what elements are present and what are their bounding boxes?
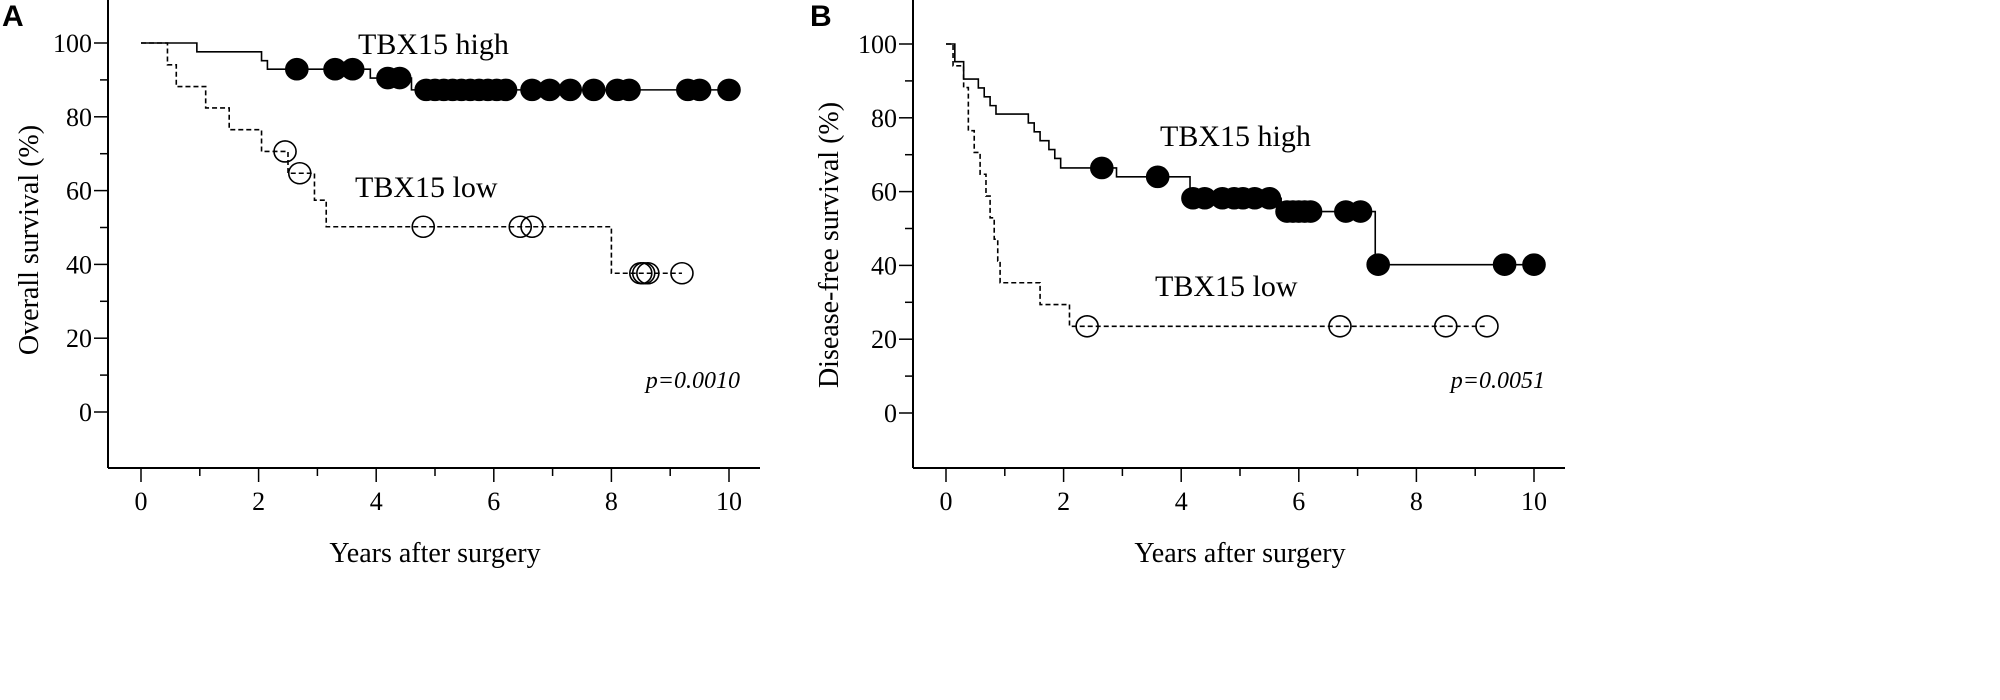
survival-curve-low-a: [141, 42, 682, 275]
censor-marker-low-b: [1434, 314, 1458, 338]
y-tick-label-a: 60: [66, 177, 92, 206]
x-tick-label-b: 10: [1521, 487, 1547, 516]
label-tbx15-high-a: TBX15 high: [358, 28, 509, 61]
p-value-b: p=0.0051: [1449, 368, 1545, 394]
censor-marker-high-a: [387, 66, 412, 90]
x-tick-label-b: 2: [1057, 487, 1070, 516]
censor-marker-high-a: [285, 57, 309, 81]
y-tick-label-b: 0: [884, 399, 897, 428]
censor-marker-high-b: [1348, 200, 1373, 223]
censor-marker-low-a: [508, 215, 533, 239]
x-tick-label-b: 8: [1410, 487, 1423, 516]
y-tick-label-b: 60: [871, 178, 897, 207]
y-axis-label-b: Disease-free survival (%): [814, 102, 845, 388]
y-tick-label-a: 40: [66, 250, 92, 279]
y-tick-label-b: 100: [858, 30, 897, 59]
x-tick-label-a: 4: [370, 487, 383, 516]
censor-marker-high-b: [1145, 165, 1170, 189]
censor-marker-low-a: [636, 261, 660, 285]
y-tick-label-a: 80: [66, 103, 92, 132]
x-tick-label-b: 0: [940, 487, 953, 516]
censor-marker-high-a: [687, 78, 712, 102]
y-tick-label-a: 0: [79, 398, 92, 427]
censor-marker-high-a: [717, 78, 741, 102]
y-tick-label-b: 40: [871, 251, 897, 280]
censor-marker-high-a: [340, 57, 365, 81]
censor-marker-low-a: [273, 140, 297, 163]
x-tick-label-b: 4: [1175, 487, 1188, 516]
censor-marker-low-b: [1475, 314, 1499, 338]
censor-marker-high-a: [558, 78, 583, 102]
y-tick-label-b: 80: [871, 104, 897, 133]
survival-curve-low-b: [946, 43, 1487, 328]
survival-curve-high-b: [946, 43, 1534, 266]
panel-letter-b: B: [810, 0, 832, 33]
censor-marker-low-b: [1328, 314, 1352, 338]
censor-marker-low-b: [1075, 314, 1099, 338]
censor-marker-high-a: [493, 78, 518, 102]
censor-marker-low-a: [287, 161, 312, 185]
censor-marker-high-b: [1298, 200, 1323, 223]
censor-marker-high-b: [1366, 253, 1390, 276]
x-tick-label-a: 8: [605, 487, 618, 516]
censor-marker-low-a: [411, 215, 436, 239]
censor-marker-high-a: [581, 78, 606, 102]
panel-a-plot: Overall survival (%) Years after surgery…: [14, 0, 760, 569]
censor-marker-high-b: [1090, 156, 1114, 180]
y-tick-label-a: 100: [53, 29, 92, 58]
panel-b-plot: Disease-free survival (%) Years after su…: [814, 0, 1565, 569]
label-tbx15-low-a: TBX15 low: [355, 171, 498, 204]
p-value-a: p=0.0010: [644, 368, 740, 394]
x-tick-label-a: 10: [716, 487, 742, 516]
censor-marker-high-a: [617, 78, 641, 102]
censor-marker-high-a: [537, 78, 562, 102]
label-tbx15-high-b: TBX15 high: [1160, 120, 1311, 153]
x-tick-label-a: 2: [252, 487, 265, 516]
survival-curve-high-a: [141, 42, 729, 91]
censor-marker-low-a: [520, 215, 544, 239]
y-tick-label-b: 20: [871, 325, 897, 354]
y-tick-label-a: 20: [66, 324, 92, 353]
censor-marker-low-a: [670, 261, 694, 285]
y-axis-label-a: Overall survival (%): [14, 125, 45, 355]
x-axis-label-b: Years after surgery: [1134, 538, 1345, 569]
x-tick-label-a: 0: [135, 487, 148, 516]
censor-marker-high-b: [1522, 253, 1546, 276]
panel-letter-a: A: [2, 0, 24, 33]
censor-marker-high-b: [1257, 186, 1282, 210]
censor-marker-high-b: [1492, 253, 1517, 276]
x-tick-label-a: 6: [487, 487, 500, 516]
label-tbx15-low-b: TBX15 low: [1155, 270, 1298, 303]
x-tick-label-b: 6: [1292, 487, 1305, 516]
x-axis-label-a: Years after surgery: [329, 538, 540, 569]
